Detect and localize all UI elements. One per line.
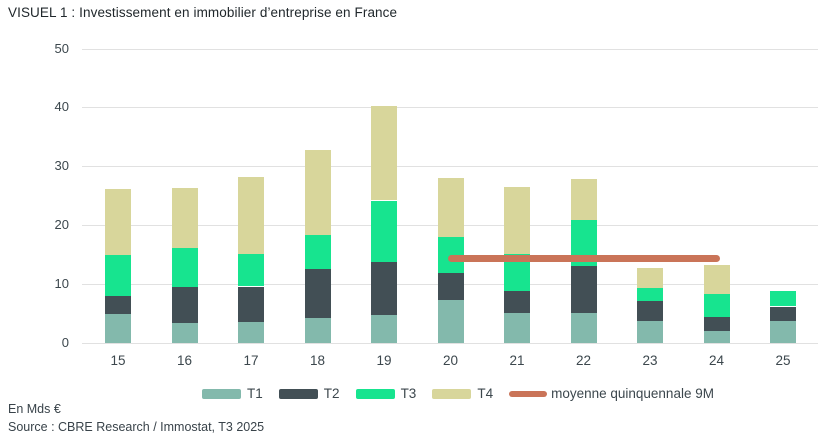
bar-segment-t3 [770,290,796,307]
legend-item-t3: T3 [355,386,417,401]
bar-segment-t4 [570,178,597,220]
bar-segment-t4 [504,186,530,254]
bar-segment-t4 [703,264,730,294]
y-axis-tick-label: 0 [61,335,69,350]
legend-swatch-t1 [202,388,242,399]
bar-segment-t4 [171,188,198,248]
x-axis-tick-label: 18 [309,353,326,368]
x-axis-tick-label: 21 [509,353,525,368]
bar-segment-t3 [637,288,663,302]
x-axis-tick-label: 24 [708,353,725,368]
unit-label: En Mds € [8,402,61,416]
x-axis-tick-label: 19 [376,353,392,368]
x-axis-tick-label: 23 [642,353,658,368]
average-line [447,255,720,263]
legend-item-label: T2 [323,386,340,401]
legend-item-t2: T2 [278,386,340,401]
bar-segment-t4 [238,176,264,255]
bar-segment-t2 [105,295,131,314]
bar-segment-t3 [238,254,264,287]
bar-segment-t2 [504,290,530,313]
gridline [82,166,818,168]
bar-segment-t4 [637,267,663,289]
bar-segment-t4 [437,177,464,237]
bar-segment-t2 [570,266,597,313]
average-line-swatch [509,390,548,397]
bar-segment-t1 [171,323,198,343]
bar-segment-t3 [703,293,730,318]
bar-segment-t3 [304,235,331,269]
bar-segment-t1 [770,320,796,343]
legend-swatch-t2 [278,388,318,399]
x-axis-tick-label: 15 [110,353,126,368]
bar-segment-t1 [504,313,530,343]
legend-item-t4: T4 [432,386,493,401]
legend: T1 T2 T3 T4 moyenne quinquennale 9M [90,386,826,401]
legend-swatch-t4 [432,388,472,399]
x-axis-tick-label: 20 [442,353,459,368]
chart-title: VISUEL 1 : Investissement en immobilier … [8,5,398,20]
bar-segment-t2 [703,317,730,331]
y-axis-tick-label: 20 [54,217,69,233]
bar-segment-t2 [371,262,397,316]
bar-segment-t3 [371,200,397,263]
bar-segment-t3 [171,247,198,288]
y-axis-tick-label: 10 [54,276,69,292]
y-axis-tick-label: 40 [54,99,69,115]
y-axis-tick-label: 30 [54,158,69,174]
bar-segment-t3 [437,237,464,273]
gridline [82,48,818,50]
bar-segment-t4 [304,149,331,236]
bar-segment-t1 [437,300,464,343]
x-axis-tick-label: 25 [775,353,791,368]
x-axis-tick-label: 17 [243,353,259,368]
bar-segment-t1 [371,315,397,343]
bar-segment-t3 [105,254,131,296]
legend-item-label: moyenne quinquennale 9M [551,386,714,401]
legend-item-label: T3 [400,386,417,401]
bar-segment-t2 [437,272,464,300]
legend-item-label: T4 [477,386,494,401]
bar-segment-t1 [304,317,331,343]
y-axis-tick-label: 50 [54,40,69,56]
bar-segment-t1 [238,321,264,343]
bar-segment-t2 [171,287,198,323]
bar-segment-t2 [238,286,264,322]
legend-item-t1: T1 [202,386,263,401]
legend-item-label: T1 [247,386,263,401]
x-axis-tick-label: 16 [176,353,193,368]
legend-item-average: moyenne quinquennale 9M [509,386,714,401]
gridline [82,107,818,109]
legend-swatch-t3 [355,388,395,399]
bar-segment-t2 [637,301,663,322]
bar-segment-t2 [770,306,796,321]
bar-segment-t1 [703,330,730,343]
source-label: Source : CBRE Research / Immostat, T3 20… [8,420,265,434]
gridline [82,343,818,344]
bar-segment-t2 [304,268,331,318]
bar-segment-t4 [105,188,131,255]
bar-segment-t1 [105,313,131,343]
bar-segment-t1 [570,313,597,343]
x-axis-tick-label: 22 [575,353,592,368]
bar-segment-t4 [371,106,397,201]
bar-segment-t1 [637,321,663,343]
